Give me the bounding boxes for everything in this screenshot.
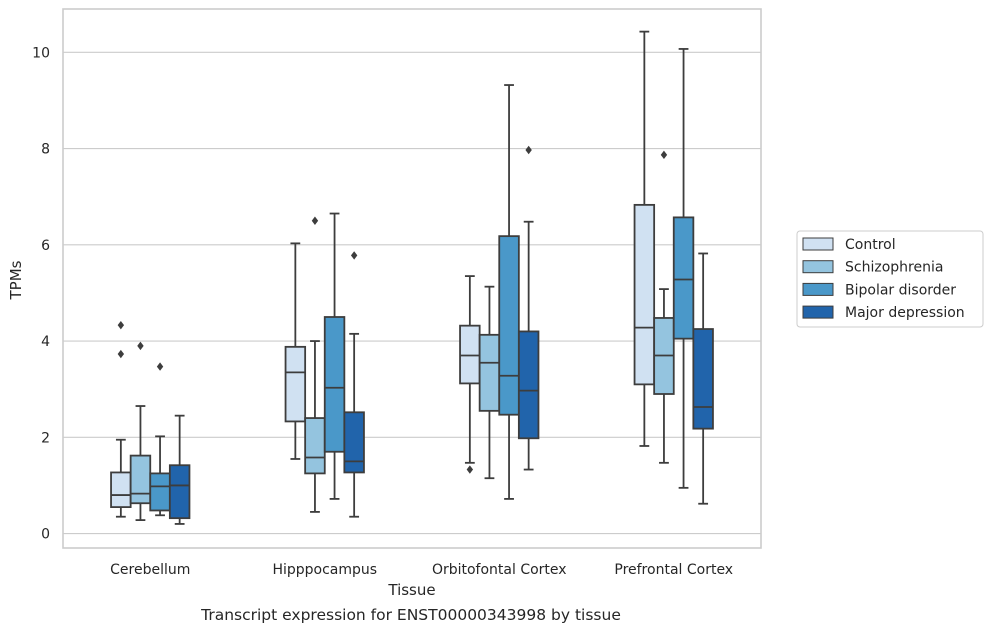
x-tick-label: Hipppocampus <box>272 562 377 578</box>
y-tick-labels: 0 2 4 6 8 10 <box>32 45 50 542</box>
outlier-point <box>466 465 474 474</box>
y-axis-label: TPMs <box>7 260 25 300</box>
legend-label: Control <box>845 237 896 253</box>
box-bipolar-disorder <box>149 362 171 517</box>
y-tick-label: 8 <box>41 142 50 158</box>
iqr-box <box>633 203 656 386</box>
box-bipolar-disorder <box>498 84 520 500</box>
outlier-point <box>137 341 144 351</box>
box-major-depression <box>692 252 714 505</box>
iqr-box <box>498 235 520 416</box>
legend-label: Major depression <box>845 305 965 321</box>
iqr-box <box>459 324 481 385</box>
x-tick-label: Cerebellum <box>110 562 190 578</box>
outlier-point <box>660 150 668 160</box>
y-tick-label: 4 <box>41 334 50 350</box>
iqr-box <box>110 471 132 508</box>
box-control <box>633 30 656 447</box>
iqr-box <box>129 454 152 505</box>
box-control <box>459 275 481 474</box>
outlier-point <box>117 320 125 330</box>
iqr-box <box>672 216 695 340</box>
legend-frame <box>796 230 984 328</box>
box-schizophrenia <box>129 341 152 521</box>
iqr-box <box>692 328 714 430</box>
box-control <box>284 242 307 460</box>
legend-swatch <box>802 237 834 251</box>
iqr-box <box>168 464 191 520</box>
boxes <box>110 30 714 525</box>
iqr-box <box>517 330 540 440</box>
iqr-box <box>149 472 171 512</box>
outlier-point <box>117 349 125 359</box>
grid-lines <box>63 51 761 535</box>
legend-swatch <box>802 260 834 274</box>
box-schizophrenia <box>478 285 501 480</box>
legend-label: Schizophrenia <box>845 260 943 276</box>
x-axis-label: Tissue <box>387 581 435 599</box>
box-bipolar-disorder <box>672 48 695 489</box>
x-tick-label: Orbitofontal Cortex <box>432 562 567 578</box>
box-schizophrenia <box>653 150 675 464</box>
box-bipolar-disorder <box>323 212 346 500</box>
x-tick-label: Prefrontal Cortex <box>614 562 733 578</box>
iqr-box <box>343 411 365 474</box>
outlier-point <box>350 251 358 260</box>
outlier-point <box>525 145 532 155</box>
outlier-point <box>311 216 319 225</box>
box-major-depression <box>343 251 365 518</box>
legend-swatch <box>802 282 834 296</box>
legend-label: Bipolar disorder <box>845 282 956 298</box>
iqr-box <box>478 333 501 412</box>
y-tick-label: 10 <box>32 45 50 61</box>
x-tick-labels: Cerebellum Hipppocampus Orbitofontal Corte… <box>110 562 733 578</box>
box-major-depression <box>168 414 191 525</box>
plot-frame <box>62 8 762 549</box>
legend-swatch <box>802 305 834 319</box>
legend: Control Schizophrenia Bipolar disorder Majo… <box>796 230 984 328</box>
box-schizophrenia <box>304 216 326 513</box>
y-tick-label: 6 <box>41 238 50 254</box>
figure-caption: Transcript expression for ENST0000034399… <box>201 606 621 624</box>
box-major-depression <box>517 145 540 471</box>
iqr-box <box>284 345 307 423</box>
box-control <box>110 320 132 518</box>
iqr-box <box>323 316 346 453</box>
y-tick-label: 0 <box>41 527 50 543</box>
outlier-point <box>156 362 164 371</box>
iqr-box <box>304 417 326 475</box>
y-tick-label: 2 <box>41 430 50 446</box>
